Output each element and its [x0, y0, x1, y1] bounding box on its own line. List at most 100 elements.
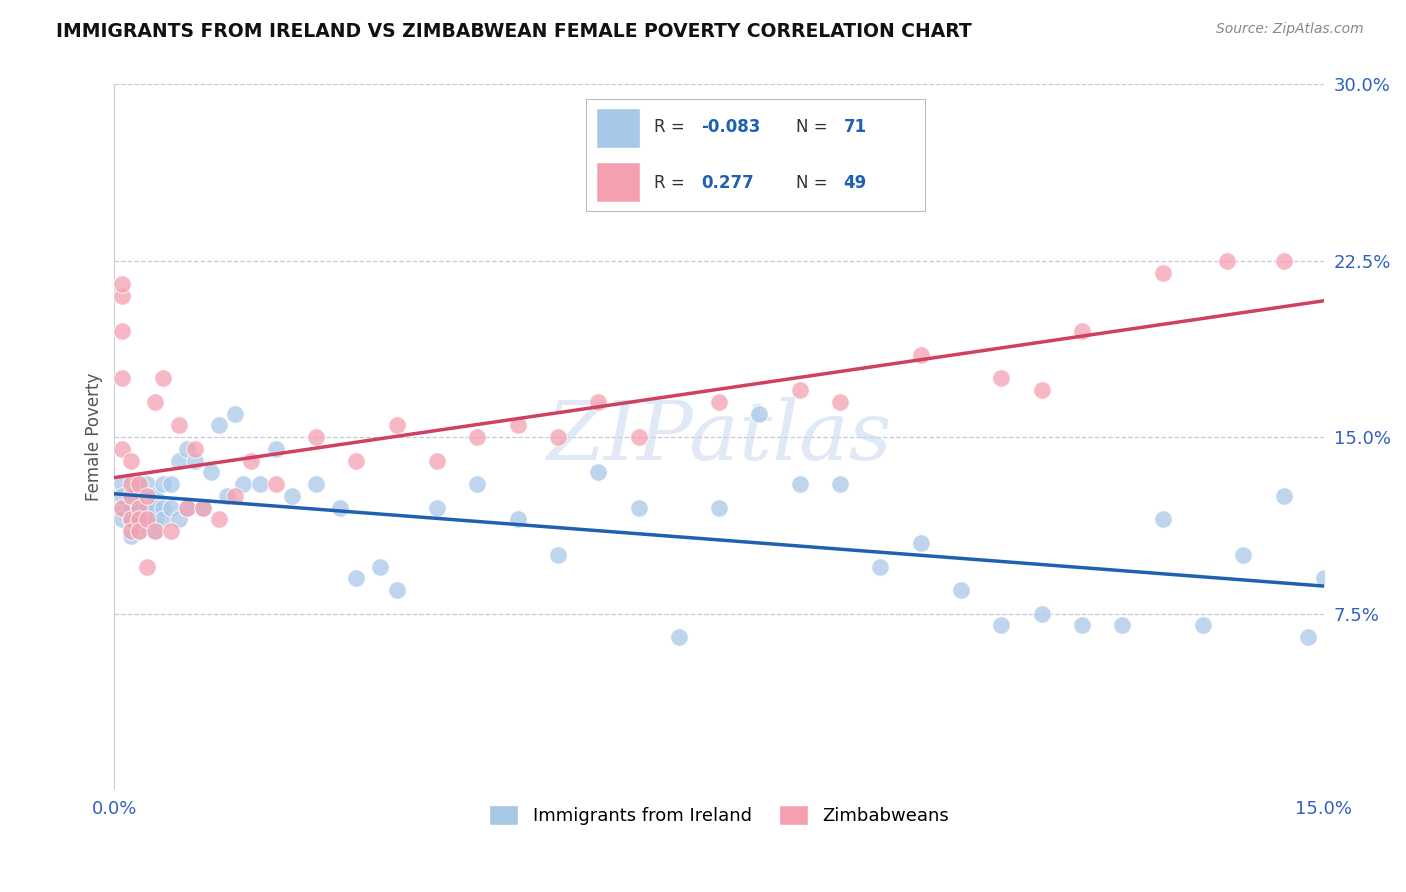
Point: [111, 477, 134, 491]
Point: [1272, 253, 1295, 268]
Point: [200, 466, 222, 480]
Point: [305, 477, 328, 491]
Point: [1031, 383, 1053, 397]
Point: [111, 500, 134, 515]
Point: [120, 477, 142, 491]
Point: [120, 453, 142, 467]
Text: ZIPatlas: ZIPatlas: [547, 397, 891, 477]
Point: [111, 324, 134, 338]
Point: [120, 512, 142, 526]
Point: [128, 500, 150, 515]
Text: Source: ZipAtlas.com: Source: ZipAtlas.com: [1216, 22, 1364, 37]
Point: [120, 500, 142, 515]
Point: [128, 500, 150, 515]
Point: [869, 559, 891, 574]
Point: [264, 477, 287, 491]
Point: [217, 489, 239, 503]
Point: [135, 500, 157, 515]
Point: [143, 395, 166, 409]
Point: [111, 500, 134, 515]
Point: [167, 453, 190, 467]
Text: IMMIGRANTS FROM IRELAND VS ZIMBABWEAN FEMALE POVERTY CORRELATION CHART: IMMIGRANTS FROM IRELAND VS ZIMBABWEAN FE…: [56, 22, 972, 41]
Point: [1313, 571, 1336, 585]
Point: [506, 418, 529, 433]
Point: [305, 430, 328, 444]
Point: [128, 477, 150, 491]
Point: [128, 512, 150, 526]
Point: [264, 442, 287, 456]
Point: [627, 500, 650, 515]
Point: [1111, 618, 1133, 632]
Point: [370, 559, 392, 574]
Point: [135, 489, 157, 503]
Point: [135, 559, 157, 574]
Point: [1152, 512, 1174, 526]
Point: [176, 500, 198, 515]
Legend: Immigrants from Ireland, Zimbabweans: Immigrants from Ireland, Zimbabweans: [481, 796, 957, 834]
Point: [135, 512, 157, 526]
Point: [167, 512, 190, 526]
Point: [1216, 253, 1239, 268]
Point: [135, 477, 157, 491]
Point: [707, 500, 730, 515]
Point: [143, 524, 166, 539]
Point: [547, 430, 569, 444]
Point: [191, 500, 214, 515]
Point: [465, 430, 488, 444]
Point: [950, 582, 973, 597]
Point: [111, 442, 134, 456]
Point: [143, 489, 166, 503]
Point: [748, 407, 770, 421]
Point: [547, 548, 569, 562]
Point: [789, 477, 811, 491]
Point: [135, 512, 157, 526]
Point: [586, 466, 609, 480]
Point: [128, 512, 150, 526]
Point: [111, 289, 134, 303]
Point: [426, 500, 449, 515]
Point: [184, 442, 207, 456]
Point: [1192, 618, 1215, 632]
Point: [224, 407, 246, 421]
Point: [789, 383, 811, 397]
Point: [232, 477, 254, 491]
Point: [120, 524, 142, 539]
Point: [160, 477, 183, 491]
Point: [1329, 595, 1351, 609]
Point: [160, 524, 183, 539]
Point: [344, 453, 367, 467]
Point: [1071, 618, 1094, 632]
Point: [184, 453, 207, 467]
Point: [1272, 489, 1295, 503]
Point: [344, 571, 367, 585]
Point: [143, 512, 166, 526]
Point: [120, 512, 142, 526]
Point: [385, 418, 408, 433]
Point: [128, 477, 150, 491]
Point: [830, 395, 852, 409]
Point: [240, 453, 263, 467]
Point: [586, 395, 609, 409]
Point: [281, 489, 304, 503]
Point: [1031, 607, 1053, 621]
Point: [990, 371, 1012, 385]
Point: [385, 582, 408, 597]
Point: [152, 512, 174, 526]
Point: [668, 630, 690, 644]
Point: [191, 500, 214, 515]
Point: [1232, 548, 1254, 562]
Point: [1152, 266, 1174, 280]
Point: [120, 529, 142, 543]
Point: [224, 489, 246, 503]
Point: [152, 477, 174, 491]
Point: [128, 524, 150, 539]
Point: [143, 500, 166, 515]
Point: [152, 371, 174, 385]
Point: [120, 524, 142, 539]
Point: [208, 418, 231, 433]
Point: [707, 395, 730, 409]
Point: [208, 512, 231, 526]
Point: [111, 277, 134, 292]
Point: [111, 371, 134, 385]
Point: [111, 489, 134, 503]
